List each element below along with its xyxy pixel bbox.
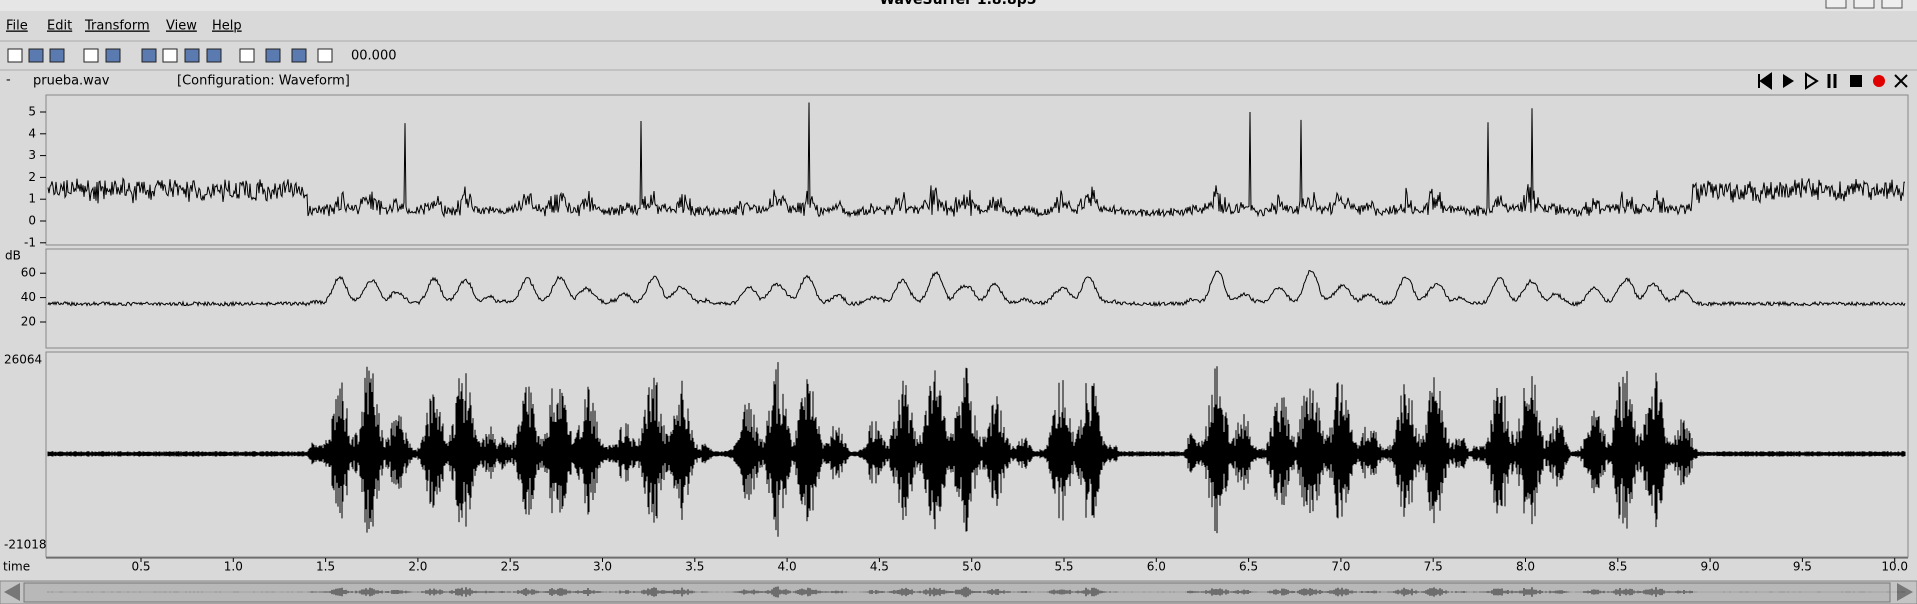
toolbar-button[interactable] [83,48,99,63]
time-tick-label: 8.5 [1608,560,1627,574]
toolbar-button[interactable] [206,48,222,63]
time-display: 00.000 [351,49,397,64]
time-tick-label: 4.0 [778,560,797,574]
scrollbar-overview [47,586,1905,598]
waveform-max-label: 26064 [4,353,42,367]
toolbar-button[interactable] [162,48,178,63]
time-tick-label: 9.0 [1701,560,1720,574]
toolbar-button[interactable] [141,48,157,63]
window-title: WaveSurfer 1.8.8p5 [880,0,1037,8]
window-controls [1825,0,1903,9]
stop-button[interactable] [1850,75,1862,87]
toolbar-button[interactable] [265,48,281,63]
pitch-tick-label: 4 [28,126,36,140]
time-tick-label: 7.5 [1424,560,1443,574]
playback-controls [1758,72,1908,90]
maximize[interactable] [1853,0,1875,9]
db-tick-label: 40 [21,290,36,304]
time-tick-label: 7.0 [1331,560,1350,574]
pitch-tick-label: -1 [24,235,36,249]
pitch-panel [45,94,1909,246]
record-button[interactable] [1873,75,1885,87]
menu-item[interactable]: Edit [47,19,72,34]
row-dash: - [6,73,11,88]
time-tick-label: 5.0 [962,560,981,574]
time-tick-label: 2.0 [408,560,427,574]
toolbar-button[interactable] [105,48,121,63]
title-bar [0,0,1917,11]
toolbar-button[interactable] [317,48,333,63]
db-unit-label: dB [5,249,21,263]
configuration-label: [Configuration: Waveform] [177,74,350,89]
pitch-trace [47,102,1906,219]
rewind-button[interactable] [1758,72,1772,90]
time-tick-label: 3.0 [593,560,612,574]
db-tick-label: 20 [21,315,36,329]
toolbar-button[interactable] [184,48,200,63]
toolbar-button[interactable] [239,48,255,63]
time-tick-label: 2.5 [501,560,520,574]
time-tick-label: 8.0 [1516,560,1535,574]
pause-button[interactable] [1827,74,1837,88]
pitch-tick-label: 3 [28,148,36,162]
menu-item[interactable]: Help [212,19,242,34]
time-axis-label: time [3,560,30,574]
scroll-left[interactable] [4,583,20,601]
toolbar-button[interactable] [28,48,44,63]
time-tick-label: 1.5 [316,560,335,574]
db-trace [47,270,1906,308]
waveform [47,362,1906,537]
time-tick-label: 0.5 [131,560,150,574]
pitch-tick-label: 0 [28,214,36,228]
close-sound-button[interactable] [1894,74,1908,88]
time-tick-label: 5.5 [1054,560,1073,574]
time-tick-label: 10.0 [1881,560,1908,574]
menu-item[interactable]: View [166,19,197,34]
time-tick-label: 3.5 [685,560,704,574]
db-tick-label: 60 [21,266,36,280]
sound-filename: prueba.wav [33,74,110,89]
time-tick-label: 4.5 [870,560,889,574]
pitch-tick-label: 2 [28,170,36,184]
loop-play-button[interactable] [1805,72,1819,90]
menu-item[interactable]: Transform [84,19,150,34]
pitch-tick-label: 5 [28,105,36,119]
toolbar-button[interactable] [291,48,307,63]
waveform-min-label: -21018 [4,538,47,552]
play-button[interactable] [1783,74,1794,88]
time-tick-label: 9.5 [1793,560,1812,574]
time-tick-label: 6.5 [1239,560,1258,574]
toolbar-button[interactable] [49,48,65,63]
toolbar-button[interactable] [7,48,23,63]
time-tick-label: 6.0 [1147,560,1166,574]
scrollbar-thumb[interactable] [23,582,1891,603]
db-panel [45,248,1909,349]
toolbar [7,48,333,63]
time-tick-label: 1.0 [224,560,243,574]
close[interactable] [1881,0,1903,9]
minimize[interactable] [1825,0,1847,9]
pitch-tick-label: 1 [28,192,36,206]
scroll-right[interactable] [1897,583,1913,601]
menu-item[interactable]: File [6,19,28,34]
